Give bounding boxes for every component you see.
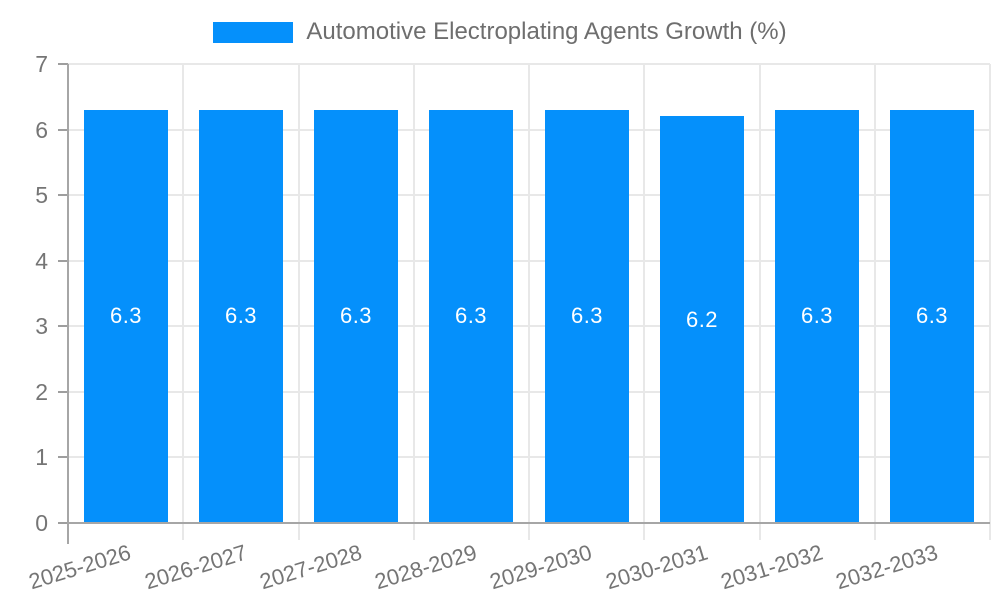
bar[interactable]: 6.3 [545,109,629,523]
y-tick-label: 0 [35,510,48,536]
bar-value-label: 6.3 [454,303,488,329]
x-axis-line [68,522,990,524]
y-tick-label: 1 [35,444,48,471]
x-tick-label: 2030-2031 [602,539,711,595]
x-tick-label: 2032-2033 [832,539,941,595]
y-axis-tick [58,325,68,328]
y-tick-label: 7 [35,51,48,77]
bar-value-label: 6.3 [109,303,143,329]
bar[interactable]: 6.3 [199,109,283,523]
gridline-vertical [412,64,415,540]
bar[interactable]: 6.3 [429,109,513,523]
x-tick-label: 2027-2028 [256,539,365,595]
bar-value-label: 6.3 [800,303,834,329]
gridline-vertical [182,64,185,540]
y-tick-label: 6 [35,116,48,143]
bar[interactable]: 6.3 [775,109,859,523]
gridline-vertical [528,64,530,540]
x-tick-label: 2029-2030 [487,539,596,595]
y-axis-tick [58,194,68,197]
bar-value-label: 6.3 [570,303,604,329]
gridline-vertical [989,64,991,540]
x-tick-label: 2025-2026 [26,539,135,595]
legend-title: Automotive Electroplating Agents Growth … [306,18,787,45]
gridline-vertical [873,64,876,540]
y-tick-label: 4 [35,247,48,274]
x-tick-label: 2028-2029 [371,539,480,595]
bar[interactable]: 6.2 [660,116,744,523]
y-tick-label: 3 [35,313,48,340]
gridline-vertical [758,64,761,540]
y-axis-tick [58,63,68,65]
y-axis-tick [58,390,68,393]
gridline-vertical [297,64,300,540]
y-axis-tick [58,522,68,524]
bar-value-label: 6.3 [224,303,258,329]
y-axis-line [67,64,69,544]
bar[interactable]: 6.3 [314,109,398,523]
legend-swatch [213,21,294,43]
x-tick-label: 2031-2032 [717,539,826,595]
y-axis-tick [58,456,68,459]
bar-value-label: 6.2 [685,306,719,332]
gridline-vertical [643,64,646,540]
y-tick-label: 5 [35,182,48,209]
bar-value-label: 6.3 [915,303,949,329]
y-tick-label: 2 [35,378,48,405]
bar[interactable]: 6.3 [890,109,974,523]
bar[interactable]: 6.3 [84,109,168,523]
y-axis-tick [58,259,68,262]
x-tick-label: 2026-2027 [141,539,250,595]
legend: Automotive Electroplating Agents Growth … [0,18,1000,46]
bar-value-label: 6.3 [339,303,373,329]
y-axis-tick [58,128,68,131]
